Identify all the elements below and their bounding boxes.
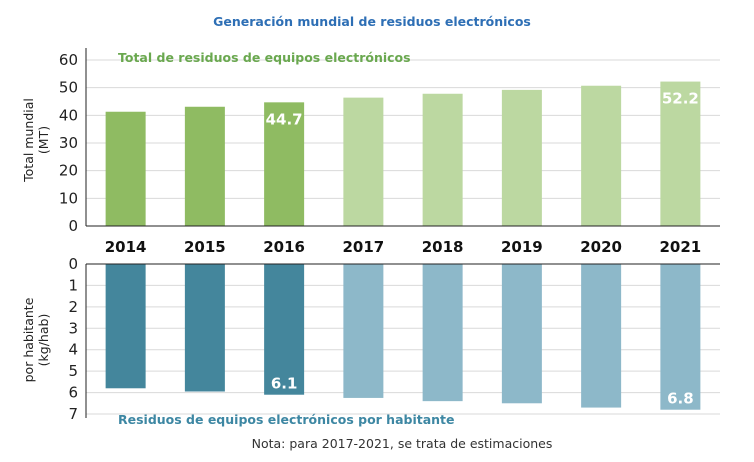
- top-bar-2014: [105, 111, 146, 226]
- top-y-tick-label: 40: [59, 106, 78, 124]
- top-y-tick-label: 10: [59, 189, 78, 207]
- top-y-tick-label: 30: [59, 134, 78, 152]
- top-bar-2021: [660, 81, 701, 226]
- bottom-bar-2018: [422, 264, 463, 402]
- year-label-2015: 2015: [184, 238, 226, 256]
- bottom-bar-2014: [105, 264, 146, 389]
- top-bars: [105, 81, 701, 227]
- bottom-data-label: 6.1: [271, 375, 298, 393]
- top-gridlines: [86, 59, 720, 199]
- top-data-label: 52.2: [662, 90, 699, 108]
- year-label-2017: 2017: [343, 238, 385, 256]
- data-labels: 44.7 52.2 6.1 6.8: [266, 90, 699, 408]
- year-label-2014: 2014: [105, 238, 147, 256]
- bottom-y-tick-label: 6: [68, 384, 78, 402]
- top-ylabel-line1: Total mundial: [21, 98, 36, 183]
- year-label-2020: 2020: [580, 238, 622, 256]
- bottom-y-ticks: 0 1 2 3 4 5 6 7: [68, 255, 78, 423]
- year-label-2018: 2018: [422, 238, 464, 256]
- bottom-bar-2020: [581, 264, 622, 408]
- top-bar-2015: [184, 106, 225, 226]
- bottom-y-tick-label: 1: [68, 276, 78, 294]
- top-y-tick-label: 0: [68, 217, 78, 235]
- top-y-tick-label: 20: [59, 162, 78, 180]
- bottom-bar-2016: [264, 264, 305, 395]
- bottom-gridlines: [86, 284, 720, 415]
- year-label-2016: 2016: [263, 238, 305, 256]
- bottom-bar-2015: [184, 264, 225, 392]
- bottom-panel-label: Residuos de equipos electrónicos por hab…: [118, 412, 455, 427]
- year-label-2021: 2021: [660, 238, 702, 256]
- top-y-ticks: 0 10 20 30 40 50 60: [59, 51, 78, 235]
- bottom-y-tick-label: 7: [68, 405, 78, 423]
- bottom-y-tick-label: 0: [68, 255, 78, 273]
- bottom-y-axis-label: por habitante (kg/hab): [21, 297, 51, 382]
- top-bar-2018: [422, 93, 463, 227]
- bottom-y-tick-label: 4: [68, 341, 78, 359]
- bottom-bars: [105, 264, 701, 410]
- bottom-data-label: 6.8: [667, 390, 694, 408]
- year-labels: 2014 2015 2016 2017 2018 2019 2020 2021: [105, 238, 702, 256]
- top-ylabel-line2: (MT): [36, 126, 51, 154]
- bottom-ylabel-line1: por habitante: [21, 297, 36, 382]
- top-bar-2017: [343, 97, 384, 226]
- footnote: Nota: para 2017-2021, se trata de estima…: [252, 436, 553, 451]
- top-y-tick-label: 60: [59, 51, 78, 69]
- bottom-y-tick-label: 5: [68, 362, 78, 380]
- year-label-2019: 2019: [501, 238, 543, 256]
- top-bar-2016: [264, 102, 305, 226]
- top-panel-label: Total de residuos de equipos electrónico…: [118, 50, 411, 65]
- bottom-ylabel-line2: (kg/hab): [36, 314, 51, 367]
- top-bar-2020: [581, 85, 622, 226]
- bottom-bar-2017: [343, 264, 384, 398]
- bottom-bar-2021: [660, 264, 701, 410]
- bottom-y-tick-label: 2: [68, 298, 78, 316]
- top-bar-2019: [501, 89, 542, 226]
- top-data-label: 44.7: [266, 110, 303, 128]
- bottom-bar-2019: [501, 264, 542, 404]
- top-y-axis-label: Total mundial (MT): [21, 98, 51, 183]
- top-y-tick-label: 50: [59, 79, 78, 97]
- bottom-y-tick-label: 3: [68, 319, 78, 337]
- chart-title: Generación mundial de residuos electróni…: [213, 14, 531, 29]
